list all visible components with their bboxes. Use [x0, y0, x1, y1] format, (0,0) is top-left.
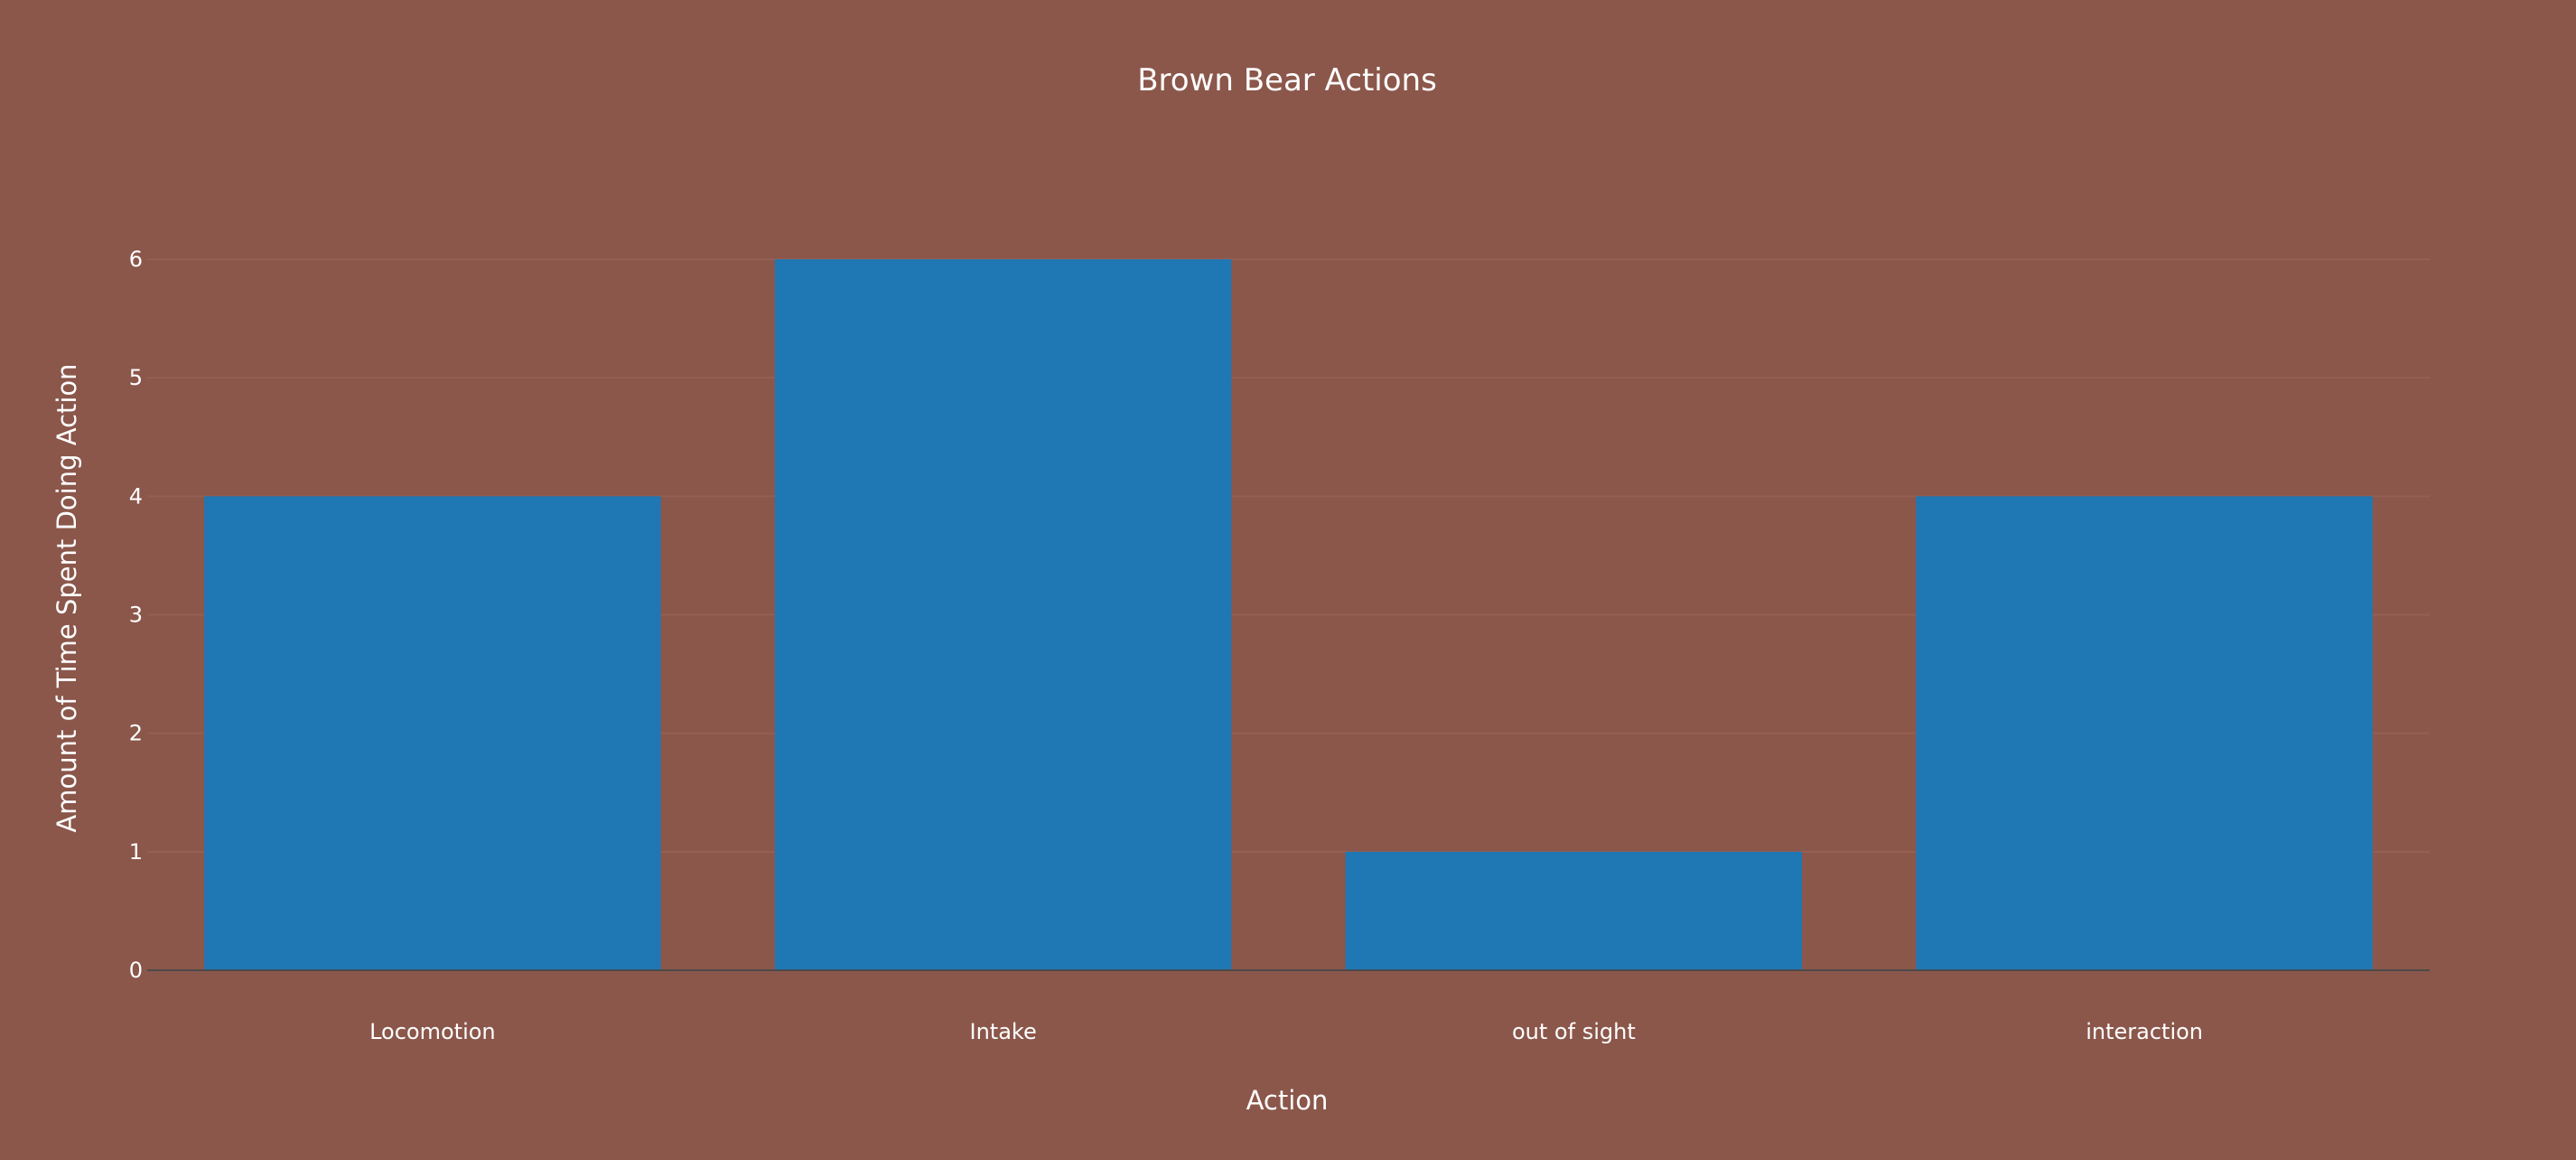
bar[interactable]: [204, 496, 661, 970]
x-axis-title: Action: [1246, 1085, 1329, 1116]
bars: [204, 259, 2373, 970]
y-axis-ticks: 0 1 2 3 4 5 6: [129, 247, 143, 983]
bar[interactable]: [1345, 851, 1803, 970]
x-tick-label: Intake: [970, 1019, 1037, 1044]
y-tick-label: 2: [129, 721, 143, 746]
x-tick-label: out of sight: [1512, 1019, 1636, 1044]
y-tick-label: 6: [129, 247, 143, 272]
y-tick-label: 5: [129, 365, 143, 390]
y-tick-label: 0: [129, 958, 143, 983]
bar[interactable]: [774, 259, 1232, 970]
y-tick-label: 1: [129, 839, 143, 865]
y-axis-title: Amount of Time Spent Doing Action: [51, 363, 82, 832]
chart-title: Brown Bear Actions: [1137, 62, 1437, 98]
x-axis-ticks: Locomotion Intake out of sight interaction: [369, 1019, 2203, 1044]
x-tick-label: interaction: [2086, 1019, 2203, 1044]
bar[interactable]: [1916, 496, 2373, 970]
x-tick-label: Locomotion: [369, 1019, 496, 1044]
y-tick-label: 3: [129, 603, 143, 628]
y-tick-label: 4: [129, 483, 143, 509]
